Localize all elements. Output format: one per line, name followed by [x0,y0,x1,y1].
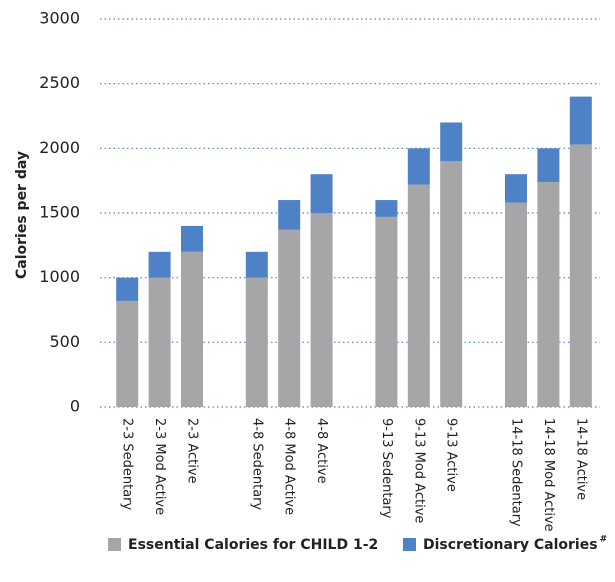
bar-segment [505,202,527,407]
y-tick-label: 2000 [39,138,80,157]
bar-segment [181,251,203,407]
x-tick-label: 4-8 Mod Active [282,418,297,515]
bar-segment [375,200,398,217]
bar-segment [181,225,203,252]
bar-segment [407,184,430,407]
x-tick-label: 14-18 Active [573,418,588,500]
bar-segment [278,229,301,407]
bar-segment [537,148,560,182]
x-tick-label: 2-3 Mod Active [152,418,167,515]
bar-segment [245,251,268,278]
x-tick-label: 2-3 Sedentary [120,418,135,511]
bar-segment [116,277,139,301]
y-axis-label: Calories per day [14,151,30,279]
legend-label: Discretionary Calories [423,537,598,553]
bar-segment [569,96,592,145]
y-tick-label: 2500 [39,73,80,92]
legend-label: Essential Calories for CHILD 1-2 [128,537,378,553]
x-tick-label: 14-18 Sedentary [509,418,524,527]
legend-swatch [108,538,121,551]
y-tick-label: 3000 [39,9,80,28]
y-tick-label: 500 [49,332,80,351]
legend-superscript: # [600,535,608,545]
x-tick-label: 9-13 Sedentary [379,418,394,519]
bar-segment [278,200,301,230]
bar-segment [537,181,560,407]
bar-segment [440,122,463,162]
legend-swatch [403,538,416,551]
y-tick-label: 1500 [39,203,80,222]
bar-segment [505,174,527,203]
bar-segment [116,300,139,407]
x-tick-label: 9-13 Active [444,418,459,492]
x-tick-label: 2-3 Active [185,418,200,484]
bar-segment [440,161,463,407]
x-tick-label: 4-8 Sedentary [249,418,264,511]
bar-segment [245,277,268,407]
bar-segment [407,148,430,185]
y-tick-label: 0 [70,397,80,416]
x-tick-label: 4-8 Active [314,418,329,484]
bar-segment [375,216,398,407]
bar-segment [310,213,333,407]
y-tick-label: 1000 [39,267,80,286]
bar-segment [148,277,171,407]
bar-segment [148,251,171,278]
x-tick-label: 9-13 Mod Active [411,418,426,523]
bar-segment [310,174,333,213]
bar-segment [569,144,592,407]
x-tick-label: 14-18 Mod Active [541,418,556,532]
